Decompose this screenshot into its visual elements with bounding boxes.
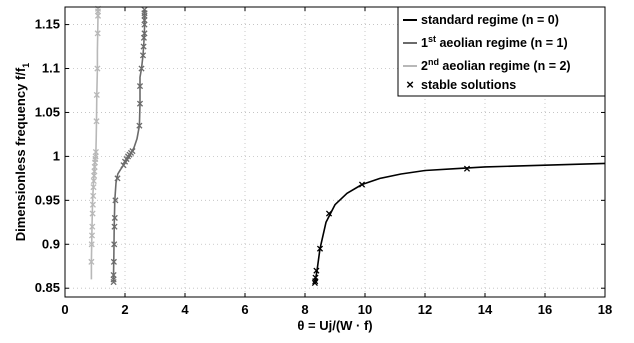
stable-solution-marker [111,214,118,221]
stable-solution-marker [129,148,136,155]
stable-solution-marker [111,223,118,230]
y-tick-label: 1 [53,148,60,163]
x-axis-label: θ = Uj/(W · f) [297,318,372,333]
stable-solution-marker [313,267,320,274]
series-line-0 [314,162,606,284]
stable-solution-marker [136,122,143,129]
legend-marker-stable: × [406,77,414,92]
stable-solution-marker [88,258,95,265]
y-tick-label: 0.95 [35,192,60,207]
stable-solution-marker [138,65,145,72]
y-axis-label-subscript: 1 [21,63,31,68]
x-tick-label: 10 [358,302,372,317]
x-tick-label: 2 [121,302,128,317]
stable-solution-marker [141,30,148,37]
stable-solution-marker [110,271,117,279]
stable-solution-marker [89,201,96,208]
stable-solution-marker [93,118,100,125]
stable-solution-marker [141,21,148,28]
y-tick-label: 1.05 [35,104,60,119]
x-tick-label: 4 [181,302,189,317]
legend-label-second-aeolian: 2nd aeolian regime (n = 2) [421,57,571,73]
stable-solution-marker [89,223,96,230]
legend: standard regime (n = 0) 1st aeolian regi… [397,6,606,97]
legend-box [397,6,606,97]
stable-solution-marker [140,43,147,50]
legend-label-first-aeolian: 1st aeolian regime (n = 1) [421,34,568,50]
stable-solution-marker [93,91,100,98]
stable-solution-marker [325,210,333,217]
stable-solution-marker [89,210,96,217]
x-tick-label: 16 [538,302,552,317]
stable-solution-marker [312,274,319,281]
stable-solution-marker [94,30,101,37]
stable-solution-marker [136,100,144,107]
y-tick-label: 1.1 [42,61,60,76]
x-tick-label: 8 [301,302,308,317]
stable-solution-marker [463,165,471,172]
stable-solution-marker [112,197,119,204]
stable-solution-marker [110,276,117,283]
stable-solution-marker [311,279,318,286]
legend-label-standard: standard regime (n = 0) [421,13,559,27]
stable-solution-marker [136,83,144,90]
stable-solution-marker [358,181,366,188]
stable-solution-marker [316,245,324,252]
stable-solution-marker [88,232,96,239]
stable-solution-marker [90,177,97,185]
y-tick-label: 0.9 [42,236,60,251]
y-axis-label-main: Dimensionless frequency f/f [13,67,28,241]
stable-solution-marker [120,162,127,169]
y-tick-label: 1.15 [35,17,60,32]
stable-solution-marker [88,241,95,248]
y-axis-label: Dimensionless frequency f/f1 [13,63,31,241]
stable-solution-marker [94,65,101,72]
stable-solution-marker [141,6,148,13]
stable-solution-marker [90,192,97,199]
stable-solution-markers [88,5,471,286]
x-tick-label: 14 [478,302,493,317]
plot-frame [64,6,606,298]
x-tick-label: 12 [418,302,432,317]
stable-solution-marker [94,12,102,19]
stable-solution-marker [114,175,121,182]
y-tick-label: 0.85 [35,280,60,295]
stable-solution-marker [90,184,97,191]
stable-solution-marker [110,258,117,265]
legend-label-stable: stable solutions [421,78,516,92]
stable-solution-marker [141,17,148,24]
x-tick-label: 6 [241,302,248,317]
x-tick-label: 0 [61,302,68,317]
stable-solution-marker [139,52,147,59]
stable-solution-marker [92,148,99,156]
axis-ticks: 0 2 4 6 8 10 12 14 16 18 0.85 0.9 0.95 1 1.05 1.1 1.15 [35,7,612,317]
stable-solution-marker [111,241,118,248]
x-tick-label: 18 [598,302,612,317]
series-line-2 [90,8,99,280]
